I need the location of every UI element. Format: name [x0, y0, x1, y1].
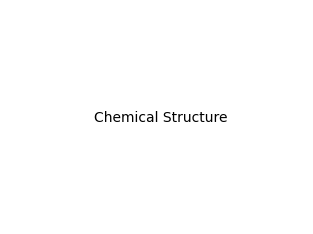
Text: Chemical Structure: Chemical Structure: [94, 111, 227, 125]
